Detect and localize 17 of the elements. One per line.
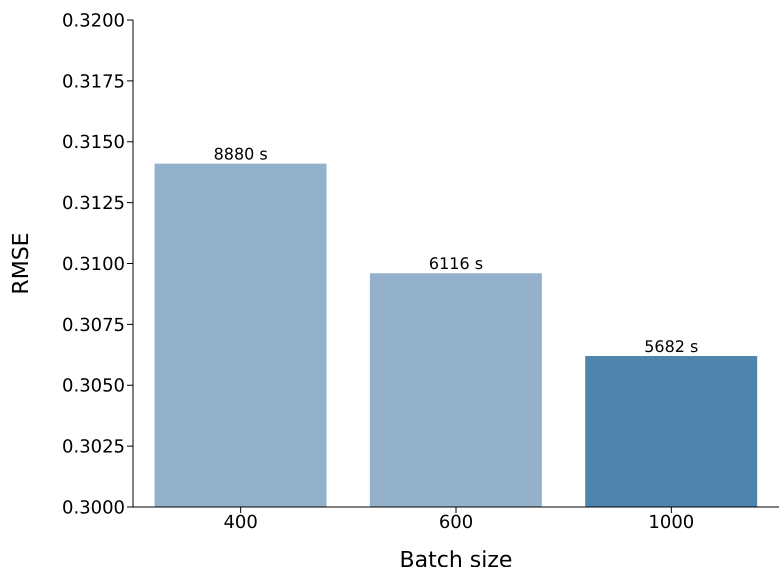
y-tick-label: 0.3125 — [62, 193, 125, 214]
annotation: 6116 s — [428, 254, 484, 274]
y-tick-label: 0.3000 — [62, 497, 125, 518]
x-tick-label: 400 — [223, 512, 258, 533]
y-axis-title: RMSE — [8, 232, 34, 295]
y-tick-label: 0.3150 — [62, 132, 125, 154]
y-tick-label: 0.3200 — [62, 10, 125, 32]
x-tick-label: 600 — [438, 512, 474, 533]
y-tick-label: 0.3100 — [62, 254, 125, 275]
annotation: 5682 s — [644, 337, 698, 356]
y-tick-label: 0.3175 — [62, 71, 125, 92]
annotation: 8880 s — [214, 144, 268, 164]
y-tick-label: 0.3050 — [62, 376, 125, 397]
y-tick-label: 0.3025 — [62, 436, 125, 458]
x-axis-title: Batch size — [400, 548, 512, 567]
y-tick-label: 0.3075 — [62, 314, 125, 336]
x-tick-label: 1000 — [648, 512, 694, 533]
